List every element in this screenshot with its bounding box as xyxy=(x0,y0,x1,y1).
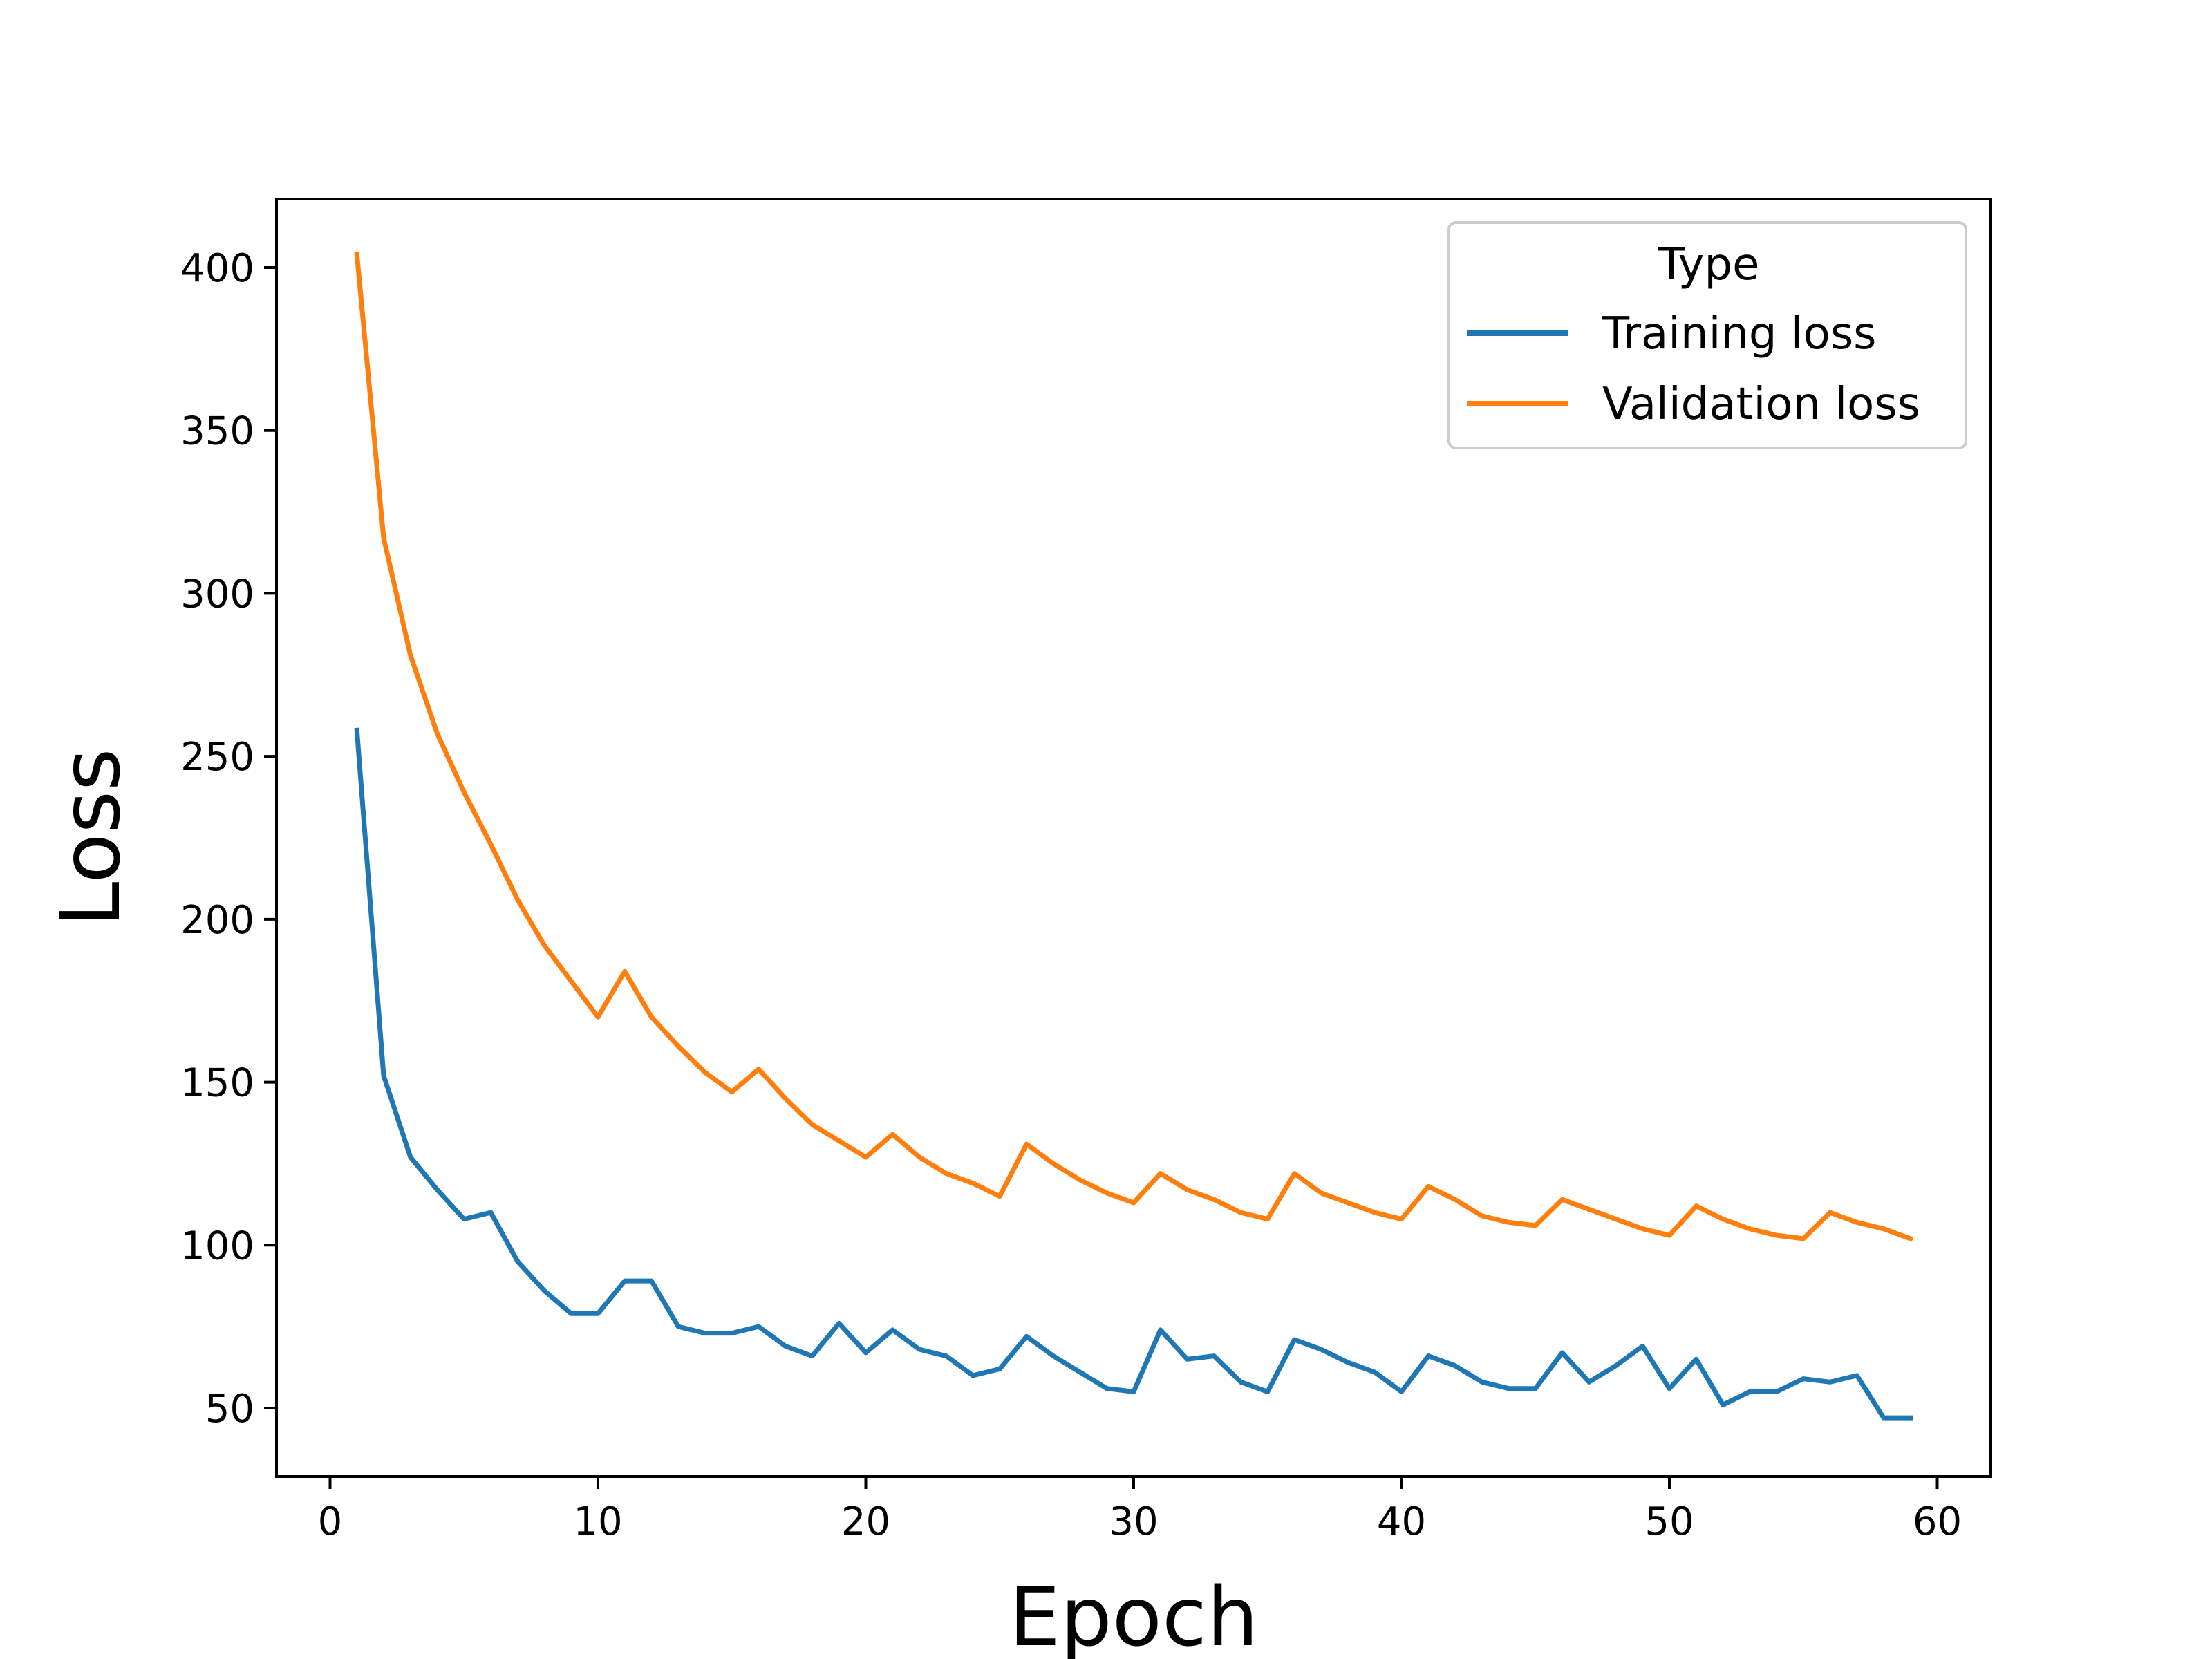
y-tick-label: 100 xyxy=(180,1224,254,1268)
x-tick-label: 50 xyxy=(1644,1499,1694,1544)
y-tick-label: 300 xyxy=(180,572,254,617)
legend-label-validation-loss: Validation loss xyxy=(1602,379,1920,430)
y-tick-label: 250 xyxy=(180,735,254,780)
y-tick-label: 150 xyxy=(180,1061,254,1106)
plot-frame xyxy=(275,198,1992,1478)
x-tick-label: 20 xyxy=(841,1499,890,1544)
legend: Type Training loss Validation loss xyxy=(1447,221,1967,449)
x-tick-label: 30 xyxy=(1109,1499,1158,1544)
series-layer xyxy=(354,252,1914,1421)
y-tick-label: 200 xyxy=(180,898,254,943)
legend-box xyxy=(1447,221,1967,449)
y-tick-label: 50 xyxy=(205,1387,254,1432)
x-tick-label: 60 xyxy=(1913,1499,1962,1544)
x-axis-label: Epoch xyxy=(1009,1569,1258,1659)
series-line-training-loss xyxy=(354,727,1913,1421)
legend-label-training-loss: Training loss xyxy=(1602,308,1877,359)
x-tick-label: 10 xyxy=(573,1499,622,1544)
legend-title: Type xyxy=(1658,239,1760,290)
x-tick-label: 40 xyxy=(1377,1499,1426,1544)
x-tick-label: 0 xyxy=(318,1499,343,1544)
tick-layer: 0 10 20 30 40 50 60 50 100 150 200 250 300 350 400 xyxy=(180,246,1962,1544)
y-tick-label: 350 xyxy=(180,409,254,454)
y-axis-label: Loss xyxy=(43,749,138,928)
series-line-validation-loss xyxy=(354,252,1914,1242)
y-tick-label: 400 xyxy=(180,246,254,291)
